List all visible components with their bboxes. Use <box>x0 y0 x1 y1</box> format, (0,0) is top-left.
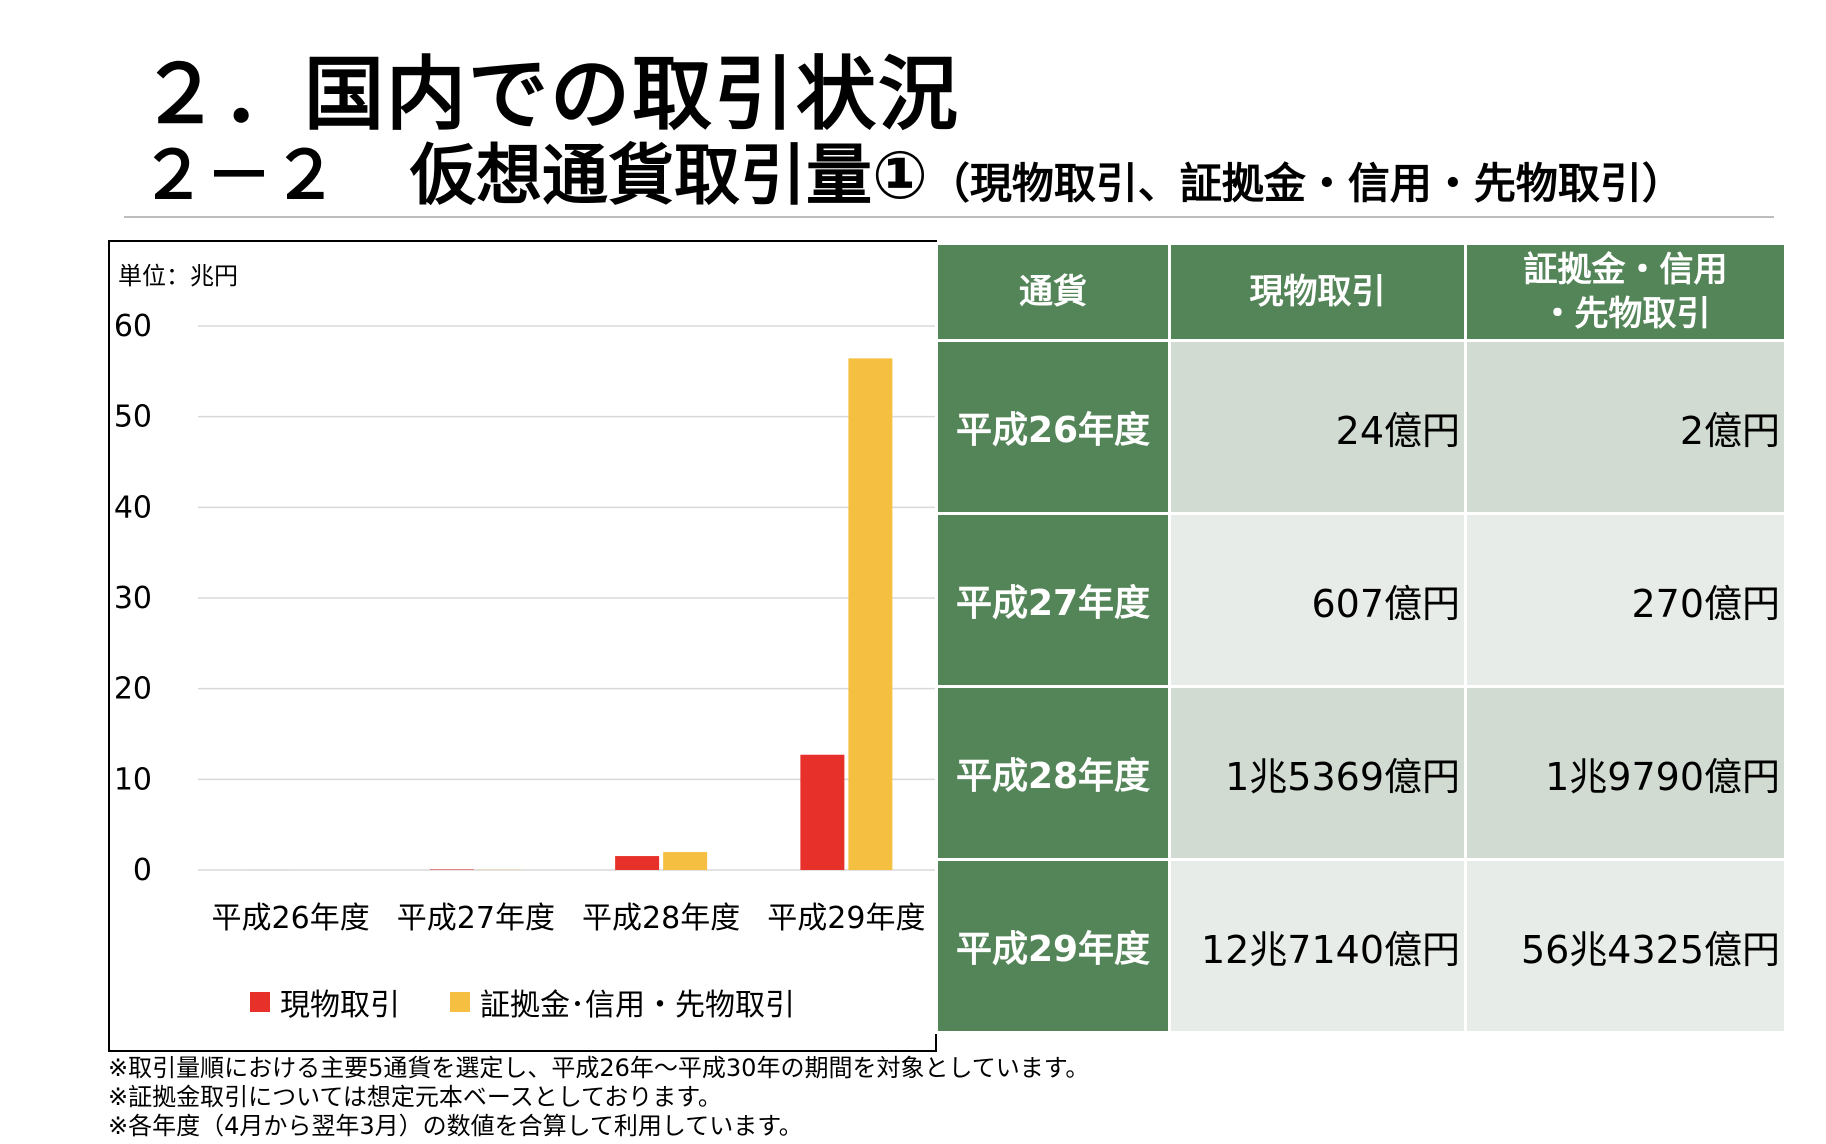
title-divider <box>124 216 1774 218</box>
legend-label: 現物取引 <box>280 988 400 1023</box>
table-row: 平成28年度 1兆5369億円 1兆9790億円 <box>935 685 1787 861</box>
bar <box>848 358 893 870</box>
header-currency: 通貨 <box>935 242 1171 342</box>
header-margin: 証拠金・信用 ・先物取引 <box>1464 242 1787 342</box>
table-row: 平成27年度 607億円 270億円 <box>935 512 1787 688</box>
footnote: ※取引量順における主要5通貨を選定し、平成26年～平成30年の期間を対象としてい… <box>108 1054 1090 1082</box>
section-title-sub: （現物取引、証拠金・信用・先物取引） <box>927 159 1684 208</box>
volume-table: 通貨 現物取引 証拠金・信用 ・先物取引 平成26年度 24億円 2億円 平成2… <box>935 242 1787 1034</box>
footnotes: ※取引量順における主要5通貨を選定し、平成26年～平成30年の期間を対象としてい… <box>108 1054 1089 1141</box>
bar <box>429 869 474 870</box>
spot-value: 607億円 <box>1168 512 1467 688</box>
row-label: 平成27年度 <box>935 512 1171 688</box>
y-tick-label: 60 <box>114 309 152 344</box>
legend-item: 現物取引 <box>250 980 400 1024</box>
bar <box>800 754 845 870</box>
bar <box>663 852 708 870</box>
y-tick-label: 50 <box>114 400 152 435</box>
page-title: ２．国内での取引状況 <box>140 48 960 141</box>
margin-value: 56兆4325億円 <box>1464 858 1787 1034</box>
y-tick-label: 20 <box>114 672 152 707</box>
bar-chart: 単位：兆円 0 10 20 30 40 50 60 平成26年度 平成27年度 平成28年度 平成2… <box>108 240 937 1052</box>
table-row: 平成29年度 12兆7140億円 56兆4325億円 <box>935 858 1787 1034</box>
chart-unit-label: 単位：兆円 <box>118 262 238 290</box>
table-row: 平成26年度 24億円 2億円 <box>935 339 1787 515</box>
x-tick-label: 平成29年度 <box>767 901 925 936</box>
row-label: 平成28年度 <box>935 685 1171 861</box>
spot-value: 24億円 <box>1168 339 1467 515</box>
legend-swatch <box>250 992 270 1012</box>
spot-value: 1兆5369億円 <box>1168 685 1467 861</box>
bar <box>615 856 660 870</box>
x-tick-label: 平成26年度 <box>212 901 370 936</box>
row-label: 平成26年度 <box>935 339 1171 515</box>
y-tick-label: 0 <box>133 853 152 888</box>
legend-label: 証拠金･信用・先物取引 <box>480 988 795 1023</box>
section-title: 仮想通貨取引量① <box>410 137 928 214</box>
chart-legend: 現物取引 証拠金･信用・先物取引 <box>110 980 935 1023</box>
legend-swatch <box>450 992 470 1012</box>
page-subtitle: ２－２ 仮想通貨取引量①（現物取引、証拠金・信用・先物取引） <box>140 122 1684 218</box>
margin-value: 2億円 <box>1464 339 1787 515</box>
footnote: ※証拠金取引については想定元本ベースとしております。 <box>108 1083 722 1111</box>
y-tick-label: 10 <box>114 762 152 797</box>
x-tick-label: 平成27年度 <box>397 901 555 936</box>
margin-value: 270億円 <box>1464 512 1787 688</box>
header-spot: 現物取引 <box>1168 242 1467 342</box>
margin-value: 1兆9790億円 <box>1464 685 1787 861</box>
x-tick-label: 平成28年度 <box>582 901 740 936</box>
legend-item: 証拠金･信用・先物取引 <box>450 980 795 1024</box>
section-number: ２－２ <box>140 137 338 214</box>
spot-value: 12兆7140億円 <box>1168 858 1467 1034</box>
y-tick-label: 40 <box>114 490 152 525</box>
chart-plot: 0 10 20 30 40 50 60 平成26年度 平成27年度 平成28年度 平成29年度 <box>114 309 935 936</box>
y-tick-label: 30 <box>114 581 152 616</box>
footnote: ※各年度（4月から翌年3月）の数値を合算して利用しています。 <box>108 1112 803 1140</box>
row-label: 平成29年度 <box>935 858 1171 1034</box>
table-header-row: 通貨 現物取引 証拠金・信用 ・先物取引 <box>935 242 1787 342</box>
